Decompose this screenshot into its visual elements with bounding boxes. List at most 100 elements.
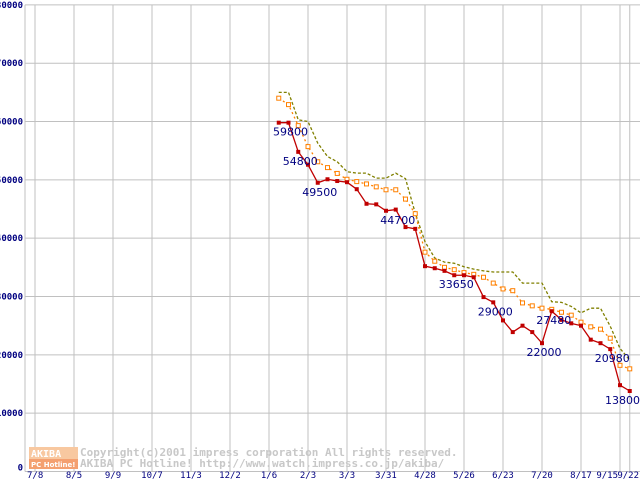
x-tick-label: 11/3 xyxy=(180,471,202,480)
data-point-average xyxy=(568,312,574,318)
data-label: 33650 xyxy=(439,278,474,291)
data-point-min xyxy=(559,317,564,322)
data-point-average xyxy=(354,179,360,185)
data-point-min xyxy=(325,177,330,182)
x-tick-label: 9/9 xyxy=(105,471,121,480)
data-point-min xyxy=(491,300,496,305)
y-tick-label: 30000 xyxy=(0,293,23,303)
data-point-min xyxy=(403,225,408,230)
data-point-average xyxy=(578,319,584,325)
data-point-min xyxy=(442,268,447,273)
x-tick-label: 4/28 xyxy=(414,471,436,480)
data-point-min xyxy=(618,383,622,388)
y-tick-label: 40000 xyxy=(0,234,23,244)
data-point-average xyxy=(490,280,496,286)
x-tick-label: 12/2 xyxy=(219,471,241,480)
x-tick-label: 10/7 xyxy=(141,471,163,480)
y-tick-label: 10000 xyxy=(0,409,23,419)
watermark: AKIBA PC Hotline! Copyright(c)2001 impre… xyxy=(29,446,458,470)
data-point-min xyxy=(540,341,544,346)
data-point-average xyxy=(422,249,428,255)
data-point-average xyxy=(510,288,516,294)
data-point-min xyxy=(481,295,486,300)
data-label: 27480 xyxy=(536,314,571,327)
y-tick-label: 70000 xyxy=(0,59,23,69)
y-tick-label: 0 xyxy=(18,464,23,474)
data-point-min xyxy=(510,330,515,335)
data-point-min xyxy=(579,323,583,328)
data-point-average xyxy=(276,95,282,101)
data-point-average xyxy=(325,165,330,171)
data-point-min xyxy=(413,226,418,231)
x-tick-label: 1/6 xyxy=(261,471,277,480)
data-point-average xyxy=(383,187,389,193)
data-point-average xyxy=(373,184,379,190)
data-point-average xyxy=(364,181,369,187)
data-point-min xyxy=(452,273,457,278)
grid xyxy=(25,4,640,472)
data-point-min xyxy=(423,264,427,269)
copyright-text: Copyright(c)2001 impress corporation All… xyxy=(80,446,458,459)
pc-hotline-logo-text: PC Hotline! xyxy=(31,461,75,469)
data-point-min xyxy=(608,347,613,352)
data-point-average xyxy=(607,335,613,341)
y-tick-label: 20000 xyxy=(0,351,23,361)
akiba-logo-bottom xyxy=(29,459,78,469)
y-tick-label: 80000 xyxy=(0,1,23,11)
data-point-average xyxy=(481,274,486,280)
akiba-logo-text: AKIBA xyxy=(31,449,61,460)
data-point-min xyxy=(588,337,593,342)
x-tick-label: 7/20 xyxy=(531,471,553,480)
data-point-min xyxy=(306,162,310,167)
data-point-average xyxy=(529,303,535,309)
akiba-logo-top xyxy=(29,447,78,459)
data-label: 44700 xyxy=(380,214,415,227)
data-label: 20980 xyxy=(595,352,630,365)
data-point-min xyxy=(335,179,340,184)
data-point-average xyxy=(295,123,301,129)
data-point-average xyxy=(442,264,447,270)
data-point-average xyxy=(403,196,408,202)
x-tick-label: 3/3 xyxy=(339,471,355,480)
data-point-average xyxy=(520,300,525,306)
data-point-average xyxy=(286,102,291,108)
data-point-min xyxy=(520,323,525,328)
x-tick-label: 9/15 xyxy=(596,471,618,480)
data-label: 13800 xyxy=(605,394,640,407)
data-point-min xyxy=(530,330,535,335)
data-point-min xyxy=(364,201,369,206)
data-point-average xyxy=(559,309,564,315)
data-point-min xyxy=(598,341,603,346)
data-label: 59800 xyxy=(273,126,308,139)
data-point-min xyxy=(276,120,281,125)
data-point-average xyxy=(432,258,438,264)
x-tick-label: 9/22 xyxy=(617,471,639,480)
series-line-average xyxy=(278,97,630,370)
data-point-average xyxy=(588,324,594,330)
data-point-min xyxy=(462,273,466,278)
x-tick-label: 8/17 xyxy=(570,471,592,480)
site-url-text: AKIBA PC Hotline! http://www.watch.impre… xyxy=(80,457,445,470)
data-point-average xyxy=(315,159,321,165)
data-point-average xyxy=(334,170,340,176)
data-point-min xyxy=(627,389,632,394)
data-point-min xyxy=(393,207,398,212)
data-point-min xyxy=(374,202,379,207)
data-point-min xyxy=(384,208,388,213)
data-point-average xyxy=(627,366,633,372)
series-line-max xyxy=(278,91,631,361)
data-point-min xyxy=(549,309,554,314)
data-point-min xyxy=(345,180,349,185)
data-point-min xyxy=(296,149,301,154)
data-point-min xyxy=(286,120,291,125)
x-tick-label: 2/3 xyxy=(300,471,316,480)
data-point-min xyxy=(501,318,505,323)
data-point-min xyxy=(569,321,574,326)
y-tick-label: 60000 xyxy=(0,118,23,128)
x-tick-label: 7/8 xyxy=(27,471,43,480)
data-label: 29000 xyxy=(478,305,513,318)
data-label: 49500 xyxy=(302,186,337,199)
data-point-min xyxy=(315,180,320,185)
data-labels: 59800 54800 49500 44700 33650 29000 22000 27480… xyxy=(273,126,640,407)
